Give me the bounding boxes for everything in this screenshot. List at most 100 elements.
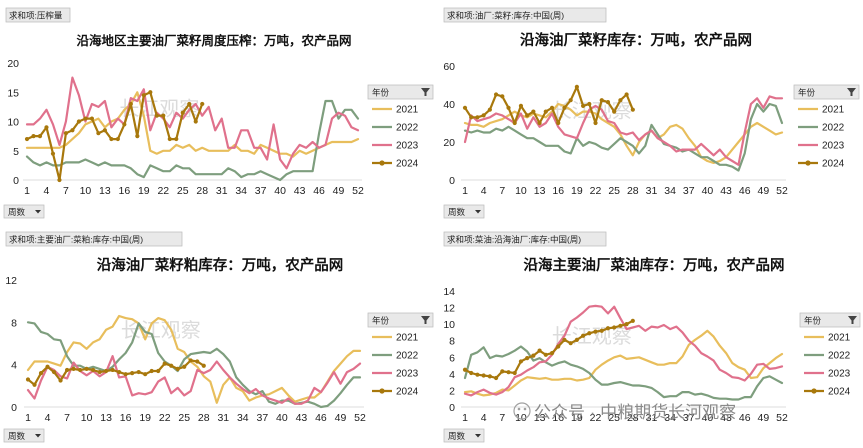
x-tick-label: 16 <box>552 412 564 424</box>
data-point <box>122 122 127 127</box>
data-point <box>574 337 579 342</box>
legend-item-label: 2023 <box>822 141 845 152</box>
series-line-2022 <box>25 99 360 182</box>
header-tag[interactable]: 求和项:菜油:沿海油厂:库存:中国(周) <box>443 231 607 247</box>
dropdown-arrow-icon[interactable] <box>475 434 481 438</box>
data-point <box>531 109 536 114</box>
series-line-2022 <box>463 102 784 172</box>
data-point <box>605 326 611 331</box>
x-tick-label: 37 <box>255 185 267 197</box>
x-tick-label: 7 <box>63 185 69 197</box>
filter-icon[interactable] <box>421 316 430 324</box>
data-point <box>568 98 573 103</box>
week-filter-button[interactable]: 周数 <box>3 204 45 219</box>
dropdown-arrow-icon[interactable] <box>475 210 481 214</box>
x-tick-label: 40 <box>274 185 286 197</box>
x-tick-label: 7 <box>64 412 70 424</box>
data-point <box>32 382 37 387</box>
data-point <box>549 105 555 110</box>
data-point <box>200 101 205 107</box>
data-point <box>130 371 135 376</box>
header-tag-box[interactable] <box>443 7 607 23</box>
data-point <box>618 98 623 103</box>
week-filter-button[interactable]: 周数 <box>3 428 45 443</box>
header-tag[interactable]: 求和项:压榨量 <box>5 7 71 23</box>
header-tag-text: 求和项:菜油:沿海油厂:库存:中国(周) <box>447 235 581 245</box>
legend-header-box <box>367 84 434 100</box>
data-point <box>612 109 617 114</box>
data-point <box>135 134 140 139</box>
header-tag[interactable]: 求和项:油厂:菜籽:库存:中国(周) <box>443 7 607 23</box>
series-2024 <box>25 358 206 387</box>
legend-item-label: 2022 <box>828 351 851 362</box>
data-point <box>556 344 561 349</box>
data-point <box>525 356 530 361</box>
legend-item-label: 2024 <box>822 159 845 170</box>
legend-item-label: 2022 <box>822 123 845 134</box>
legend-item-label: 2022 <box>396 123 419 134</box>
header-tag-box[interactable] <box>5 7 71 23</box>
data-point <box>71 366 76 371</box>
week-filter-button[interactable]: 周数 <box>443 204 485 219</box>
week-filter-box[interactable] <box>3 204 45 219</box>
x-tick-label: 31 <box>646 412 658 424</box>
x-tick-label: 22 <box>590 185 602 197</box>
y-tick-label: 8 <box>11 317 17 329</box>
week-filter-box[interactable] <box>443 428 485 443</box>
x-tick-label: 46 <box>739 412 751 424</box>
legend-item-label: 2023 <box>396 369 419 380</box>
data-point <box>475 372 480 377</box>
credit: 公众号 · 中粮期货长河观察 <box>513 402 736 422</box>
data-point <box>63 131 69 136</box>
series-2021 <box>26 314 362 404</box>
series-2023 <box>463 304 784 397</box>
data-point <box>506 105 511 110</box>
x-tick-label: 43 <box>720 412 732 424</box>
data-point <box>525 113 530 118</box>
x-tick-label: 37 <box>683 412 695 424</box>
x-tick-label: 4 <box>481 185 487 197</box>
data-point <box>630 107 635 112</box>
data-point <box>487 107 492 112</box>
week-filter-box[interactable] <box>443 204 485 219</box>
data-point <box>50 151 56 156</box>
legend-item-label: 2024 <box>828 387 851 398</box>
y-tick-label: 0 <box>11 402 17 414</box>
x-tick-label: 28 <box>198 412 210 424</box>
data-point <box>549 351 555 356</box>
data-point <box>148 90 153 95</box>
y-tick-label: 6 <box>449 352 455 364</box>
x-tick-label: 4 <box>45 412 51 424</box>
data-point <box>83 116 88 121</box>
week-filter-button[interactable]: 周数 <box>443 428 485 443</box>
filter-icon[interactable] <box>421 88 430 96</box>
data-point <box>117 369 122 375</box>
data-point <box>556 120 561 126</box>
dropdown-arrow-icon[interactable] <box>35 210 41 214</box>
series-line-2021 <box>463 329 784 397</box>
y-tick-label: 4 <box>11 360 17 372</box>
week-filter-box[interactable] <box>3 428 45 443</box>
x-tick-label: 1 <box>462 185 468 197</box>
legend-marker <box>379 160 385 166</box>
data-point <box>162 361 167 366</box>
header-tag-box[interactable] <box>443 231 607 247</box>
data-point <box>37 134 43 139</box>
data-point <box>193 119 198 124</box>
header-tag-box[interactable] <box>5 231 183 247</box>
data-point <box>143 372 148 377</box>
chart-panel-3: 求和项:主要油厂:菜粕:库存:中国(周)沿海油厂菜籽粕库存：万吨，农产品网长江观… <box>3 231 434 443</box>
dropdown-arrow-icon[interactable] <box>35 434 41 438</box>
x-tick-label: 46 <box>739 185 751 197</box>
filter-icon[interactable] <box>847 88 856 96</box>
data-point <box>96 131 101 136</box>
x-tick-label: 16 <box>119 185 131 197</box>
x-tick-label: 34 <box>664 412 676 424</box>
filter-icon[interactable] <box>848 316 857 324</box>
header-tag-text: 求和项:主要油厂:菜粕:库存:中国(周) <box>9 235 143 245</box>
data-point <box>518 103 524 108</box>
x-tick-label: 31 <box>216 185 228 197</box>
series-2023 <box>26 355 362 405</box>
header-tag[interactable]: 求和项:主要油厂:菜粕:库存:中国(周) <box>5 231 183 247</box>
data-point <box>58 378 63 383</box>
